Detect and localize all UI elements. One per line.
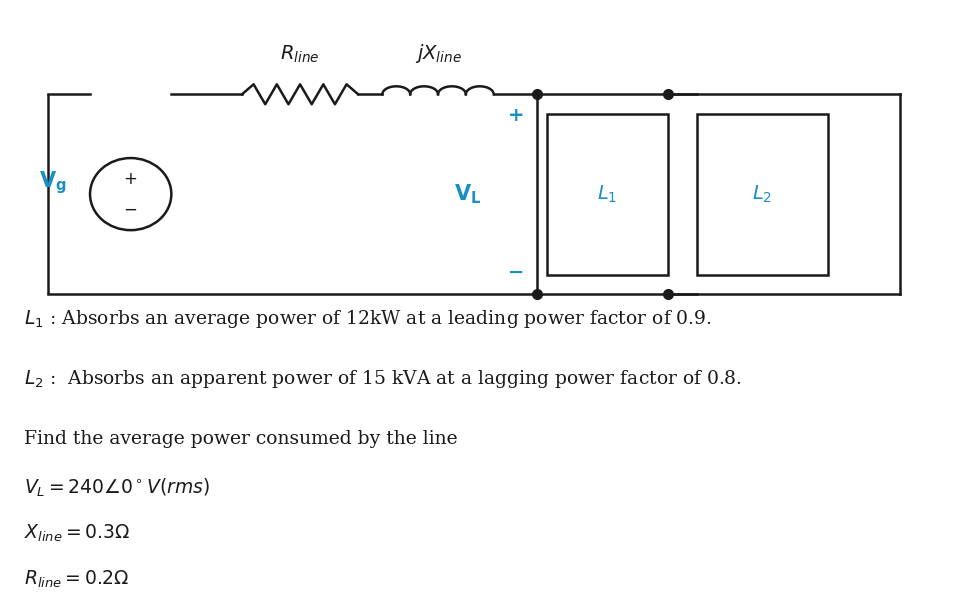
Text: $R_{line}$: $R_{line}$ xyxy=(281,44,319,65)
Text: $V_L = 240\angle0^\circ V(rms)$: $V_L = 240\angle0^\circ V(rms)$ xyxy=(24,477,210,499)
Text: $R_{line} = 0.2\Omega$: $R_{line} = 0.2\Omega$ xyxy=(24,569,129,590)
Text: $L_2$ :  Absorbs an apparent power of 15 kVA at a lagging power factor of 0.8.: $L_2$ : Absorbs an apparent power of 15 … xyxy=(24,368,742,390)
Bar xyxy=(547,114,668,275)
Text: Find the average power consumed by the line: Find the average power consumed by the l… xyxy=(24,430,458,448)
Text: $L_1$: $L_1$ xyxy=(597,183,618,204)
Text: +: + xyxy=(507,106,525,125)
Text: $\mathbf{V_L}$: $\mathbf{V_L}$ xyxy=(454,182,481,206)
Text: −: − xyxy=(508,263,524,283)
Text: $L_2$: $L_2$ xyxy=(752,183,772,204)
Text: $L_1$ : Absorbs an average power of 12kW at a leading power factor of 0.9.: $L_1$ : Absorbs an average power of 12kW… xyxy=(24,308,712,330)
Ellipse shape xyxy=(90,158,171,230)
Text: $\mathbf{V_g}$: $\mathbf{V_g}$ xyxy=(40,169,67,197)
Bar xyxy=(697,114,828,275)
Text: $jX_{line}$: $jX_{line}$ xyxy=(414,42,462,65)
Text: −: − xyxy=(124,201,137,218)
Text: +: + xyxy=(124,169,137,188)
Text: $X_{line} = 0.3\Omega$: $X_{line} = 0.3\Omega$ xyxy=(24,523,131,545)
